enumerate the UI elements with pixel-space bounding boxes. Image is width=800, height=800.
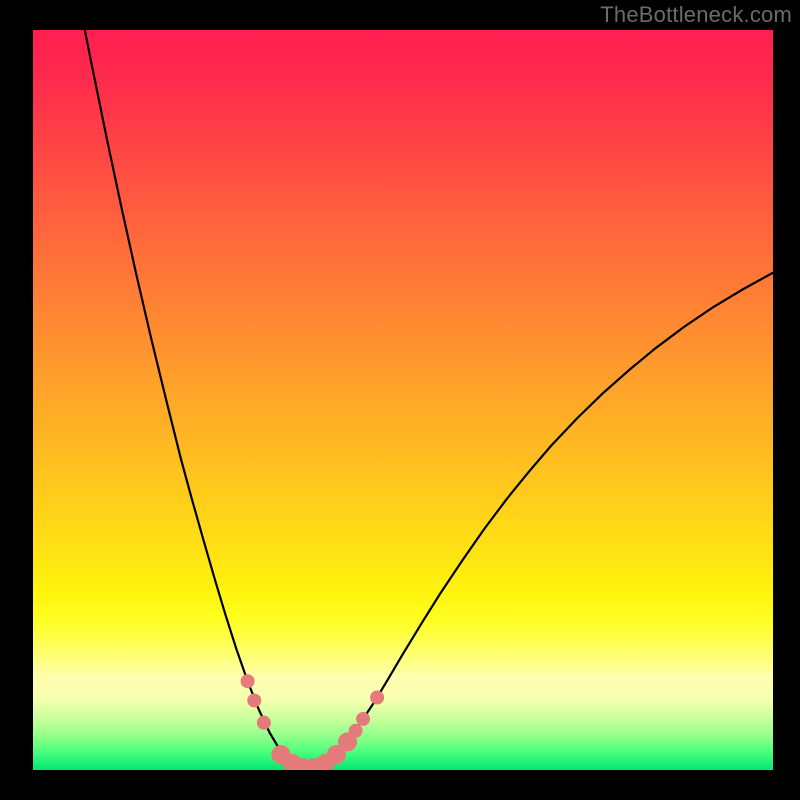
gradient-background [33,30,773,770]
curve-marker [349,724,362,737]
plot-area [33,30,773,770]
curve-marker [371,691,384,704]
watermark-text: TheBottleneck.com [600,2,792,28]
curve-marker [241,675,254,688]
curve-marker [248,694,261,707]
chart-svg [33,30,773,770]
curve-marker [257,716,270,729]
curve-marker [357,712,370,725]
chart-root: TheBottleneck.com [0,0,800,800]
